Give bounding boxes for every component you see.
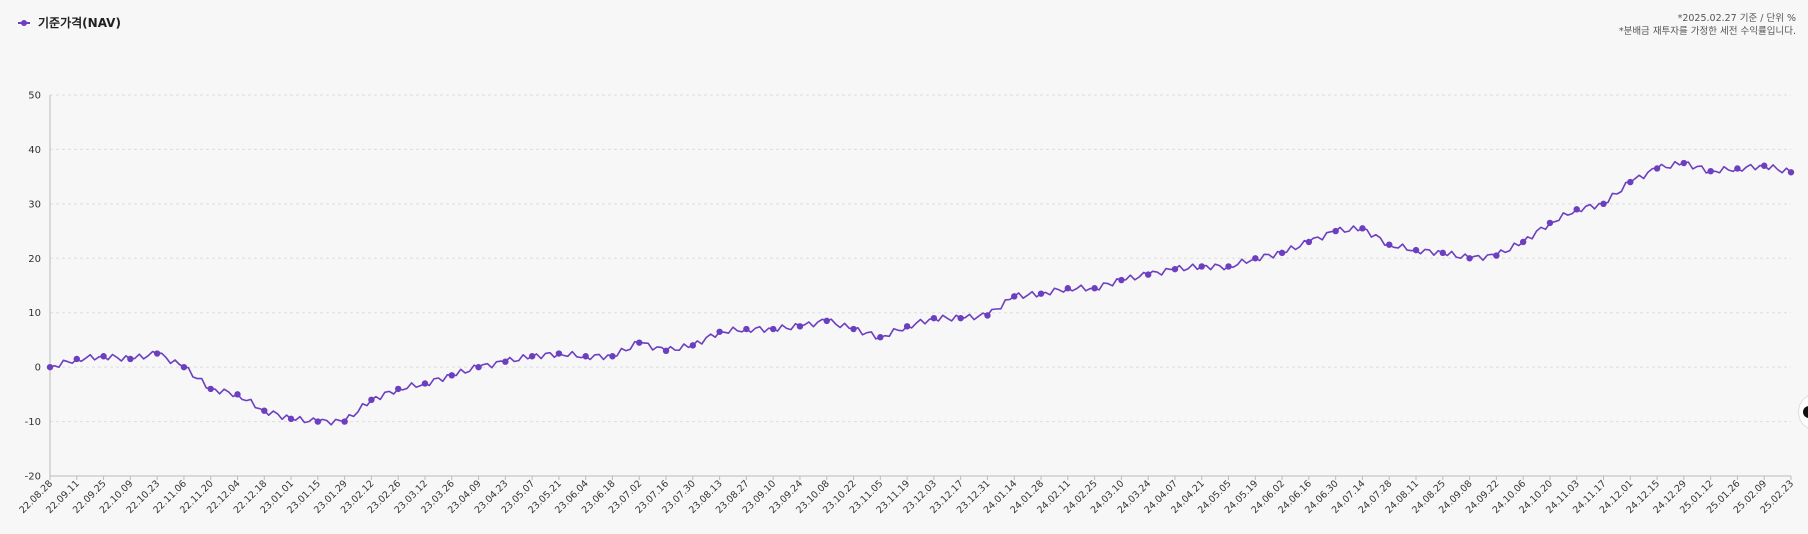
data-point xyxy=(502,358,509,365)
y-tick-label: -20 xyxy=(25,472,41,483)
y-tick-label: 0 xyxy=(35,363,41,374)
y-tick-label: 10 xyxy=(28,308,41,319)
data-point xyxy=(234,391,241,398)
data-point xyxy=(796,323,804,330)
data-point xyxy=(73,355,80,363)
data-point xyxy=(421,380,429,387)
data-point xyxy=(877,334,884,341)
data-point xyxy=(984,312,991,319)
data-point xyxy=(1225,263,1232,270)
data-point xyxy=(1359,225,1366,232)
legend-label: 기준가격(NAV) xyxy=(38,16,121,30)
data-point xyxy=(1386,241,1393,248)
data-point xyxy=(1787,169,1795,176)
y-tick-label: -10 xyxy=(25,417,41,428)
data-point xyxy=(1466,255,1473,262)
data-point xyxy=(46,363,54,371)
data-point xyxy=(180,363,188,371)
data-point xyxy=(1252,255,1259,262)
data-point xyxy=(1680,159,1688,167)
data-point xyxy=(1600,200,1607,208)
data-point xyxy=(207,385,214,393)
data-point xyxy=(1519,238,1527,246)
data-point xyxy=(475,363,482,371)
data-point xyxy=(1707,168,1714,175)
data-point xyxy=(287,415,295,423)
data-point xyxy=(1493,252,1500,259)
data-point xyxy=(261,407,268,414)
data-point xyxy=(368,396,375,403)
data-point xyxy=(1198,263,1205,270)
data-point xyxy=(1546,219,1554,227)
data-point xyxy=(582,353,589,360)
data-point xyxy=(395,385,402,393)
data-point xyxy=(1037,290,1045,297)
data-point xyxy=(127,355,134,363)
data-point xyxy=(1627,178,1634,186)
data-point xyxy=(636,339,643,346)
data-point xyxy=(609,353,616,360)
data-point xyxy=(314,418,322,425)
data-point xyxy=(1332,227,1339,235)
note-basis-date: *2025.02.27 기준 / 단위 % xyxy=(1677,13,1796,24)
data-point xyxy=(1412,246,1420,254)
data-point xyxy=(1118,276,1125,284)
y-tick-label: 40 xyxy=(28,145,41,156)
data-point xyxy=(1761,162,1768,169)
data-point xyxy=(1653,165,1661,172)
data-point xyxy=(716,328,723,335)
data-point xyxy=(528,353,536,360)
data-point xyxy=(903,323,911,330)
data-point xyxy=(153,350,161,357)
y-tick-label: 20 xyxy=(28,254,41,265)
y-tick-label: 30 xyxy=(28,199,41,210)
chart-notes: *2025.02.27 기준 / 단위 % *분배금 재투자를 가정한 세전 수… xyxy=(1619,12,1796,38)
series-line-nav xyxy=(49,160,1792,426)
data-point xyxy=(743,325,750,333)
data-point xyxy=(1144,271,1152,278)
data-point xyxy=(1091,285,1098,292)
data-point xyxy=(1064,285,1072,292)
data-point xyxy=(100,353,107,360)
data-point xyxy=(850,325,857,333)
data-point xyxy=(1011,293,1018,300)
data-point xyxy=(448,372,455,379)
data-point xyxy=(1171,265,1179,273)
data-point xyxy=(555,350,563,357)
data-point xyxy=(1278,249,1286,257)
data-point xyxy=(823,317,830,325)
data-point xyxy=(930,314,938,322)
note-disclaimer: *분배금 재투자를 가정한 세전 수익률입니다. xyxy=(1618,26,1796,37)
data-point xyxy=(341,418,348,425)
data-point xyxy=(1439,249,1447,257)
data-point xyxy=(1573,206,1580,213)
data-point xyxy=(957,314,964,322)
data-point xyxy=(1305,238,1313,246)
chart-legend[interactable]: 기준가격(NAV) xyxy=(18,14,121,31)
legend-swatch-icon xyxy=(18,19,30,27)
data-point xyxy=(1734,165,1741,172)
y-tick-label: 50 xyxy=(28,91,41,102)
data-point xyxy=(662,347,670,355)
data-point xyxy=(689,342,697,349)
data-point xyxy=(769,325,777,333)
